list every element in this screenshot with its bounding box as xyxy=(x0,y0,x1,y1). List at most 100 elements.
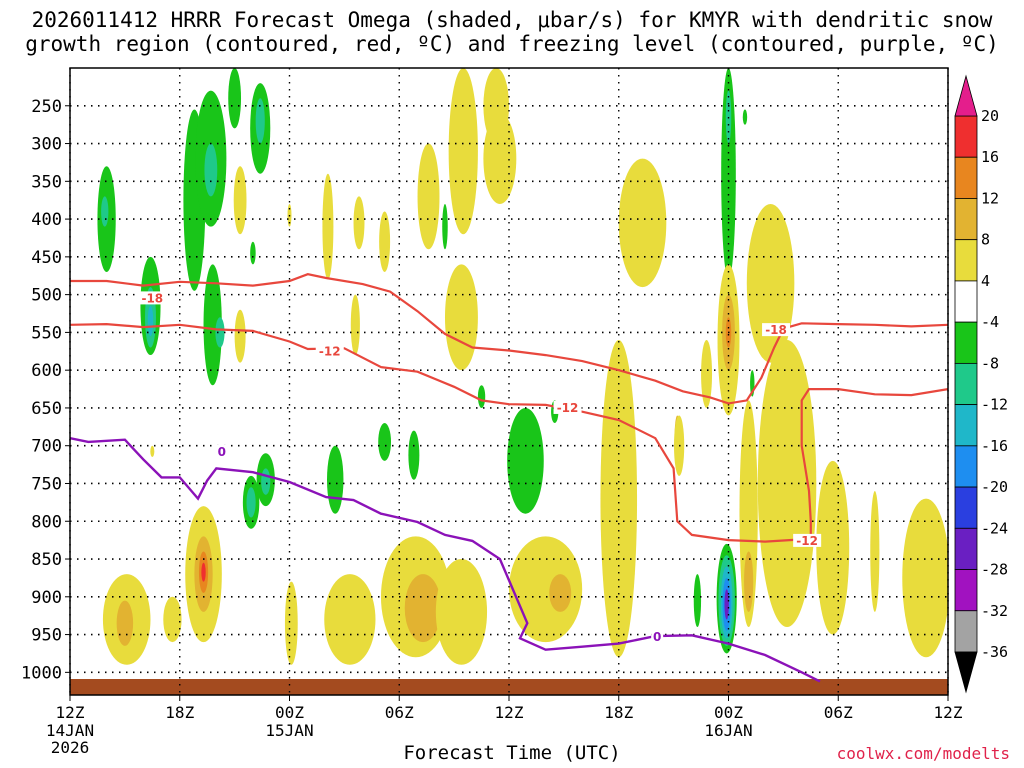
y-tick-label: 300 xyxy=(31,135,62,155)
dgz-label-bg xyxy=(138,291,167,305)
omega-cell xyxy=(448,68,478,235)
freezing-level-label: 0 xyxy=(653,630,661,644)
colorbar-label: 16 xyxy=(981,148,999,166)
colorbar-bin xyxy=(954,527,978,570)
colorbar-label: -24 xyxy=(981,519,1008,537)
omega-cell xyxy=(746,203,795,363)
omega-cell xyxy=(246,487,256,518)
omega-cell xyxy=(435,559,488,665)
omega-cell xyxy=(549,574,572,612)
omega-cell xyxy=(324,574,376,665)
y-tick-label: 1000 xyxy=(21,663,62,683)
y-tick-label: 950 xyxy=(31,626,62,646)
chart-title-line-1: 2026011412 HRRR Forecast Omega (shaded, … xyxy=(31,8,993,32)
x-tick-label: 18Z xyxy=(604,703,633,722)
colorbar-bin xyxy=(954,404,978,447)
dgz-label: -12 xyxy=(557,401,579,415)
omega-cell xyxy=(322,173,334,280)
freezing-level-label-bg xyxy=(215,444,228,458)
omega-cell xyxy=(444,264,478,371)
omega-cell xyxy=(742,109,748,125)
y-tick-label: 500 xyxy=(31,286,62,306)
colorbar-bin xyxy=(954,115,978,158)
y-tick-label: 700 xyxy=(31,437,62,457)
colorbar: 20 16 12 8 4 -4 -8 -12 -16 -20 -24 -28 -32 -36 xyxy=(954,74,1008,694)
colorbar-label: -28 xyxy=(981,561,1008,579)
omega-cell xyxy=(744,551,754,612)
omega-cell xyxy=(101,196,109,227)
x-tick-date: 14JAN xyxy=(46,721,94,740)
y-tick-label: 750 xyxy=(31,474,62,494)
colorbar-over-arrow xyxy=(954,74,978,117)
x-tick-label: 00Z xyxy=(714,703,743,722)
omega-cell xyxy=(600,339,638,658)
colorbar-label: -4 xyxy=(981,313,999,331)
omega-cell xyxy=(378,423,392,461)
omega-cell xyxy=(816,460,850,635)
x-tick-label: 12Z xyxy=(495,703,524,722)
colorbar-label: 4 xyxy=(981,272,990,290)
y-tick-label: 400 xyxy=(31,210,62,230)
omega-cell xyxy=(442,203,448,250)
y-tick-label: 450 xyxy=(31,248,62,268)
omega-cell xyxy=(507,407,544,514)
colorbar-bin xyxy=(954,362,978,406)
colorbar-label: -8 xyxy=(981,354,999,372)
x-tick-date: 15JAN xyxy=(265,721,313,740)
colorbar-bin xyxy=(954,280,978,323)
omega-cell xyxy=(201,562,206,582)
omega-cell xyxy=(701,339,713,408)
omega-cell xyxy=(477,385,486,408)
colorbar-label: -32 xyxy=(981,602,1008,620)
omega-cell xyxy=(350,294,360,356)
chart-title-line-2: growth region (contoured, red, ºC) and f… xyxy=(25,32,999,56)
omega-cell xyxy=(116,600,134,646)
omega-cell xyxy=(693,574,702,628)
dgz-label: -18 xyxy=(141,291,163,305)
colorbar-bin xyxy=(954,156,978,199)
dgz-label: -12 xyxy=(319,344,341,358)
colorbar-label: -20 xyxy=(981,478,1008,496)
colorbar-label: -16 xyxy=(981,437,1008,455)
omega-cell xyxy=(404,574,442,643)
colorbar-label: 20 xyxy=(981,107,999,125)
omega-cell xyxy=(234,309,246,363)
omega-cell xyxy=(150,445,155,458)
colorbar-bin xyxy=(954,198,978,241)
dgz-label: -18 xyxy=(765,323,787,337)
dgz-label-bg xyxy=(793,533,822,547)
y-tick-label: 650 xyxy=(31,399,62,419)
omega-cell xyxy=(417,143,440,250)
freezing-level-contour xyxy=(70,437,821,683)
x-tick-label: 06Z xyxy=(824,703,853,722)
x-tick-label: 12Z xyxy=(56,703,85,722)
dgz-label-bg xyxy=(315,344,344,358)
x-tick-date: 16JAN xyxy=(704,721,752,740)
omega-cell xyxy=(326,445,344,514)
colorbar-bin xyxy=(954,321,978,364)
y-tick-label: 350 xyxy=(31,172,62,192)
dgz-contour--12 xyxy=(70,322,948,543)
omega-cell xyxy=(724,589,729,620)
omega-cell xyxy=(902,498,948,658)
freezing-level-label-bg xyxy=(651,629,664,643)
x-tick-label: 06Z xyxy=(385,703,414,722)
colorbar-under-arrow xyxy=(954,651,978,694)
x-tick-label: 00Z xyxy=(275,703,304,722)
omega-cell xyxy=(250,241,256,265)
omega-cell xyxy=(408,430,420,480)
colorbar-bin xyxy=(954,445,978,488)
y-axis-ticks: 250 300 350 400 450 500 550 600 650 700 750 800 850 9… xyxy=(21,97,70,683)
dgz-label-bg xyxy=(553,400,582,414)
site-credit[interactable]: coolwx.com/modelts xyxy=(836,744,1010,763)
colorbar-bin xyxy=(954,610,978,653)
omega-cell xyxy=(284,581,298,665)
x-tick-label: 12Z xyxy=(934,703,963,722)
omega-cell xyxy=(353,196,365,250)
omega-shading-layer xyxy=(97,68,948,665)
dgz-label-bg xyxy=(762,323,791,337)
freezing-level-label: 0 xyxy=(218,445,226,459)
omega-cell xyxy=(228,68,242,129)
colorbar-bin xyxy=(954,569,978,612)
